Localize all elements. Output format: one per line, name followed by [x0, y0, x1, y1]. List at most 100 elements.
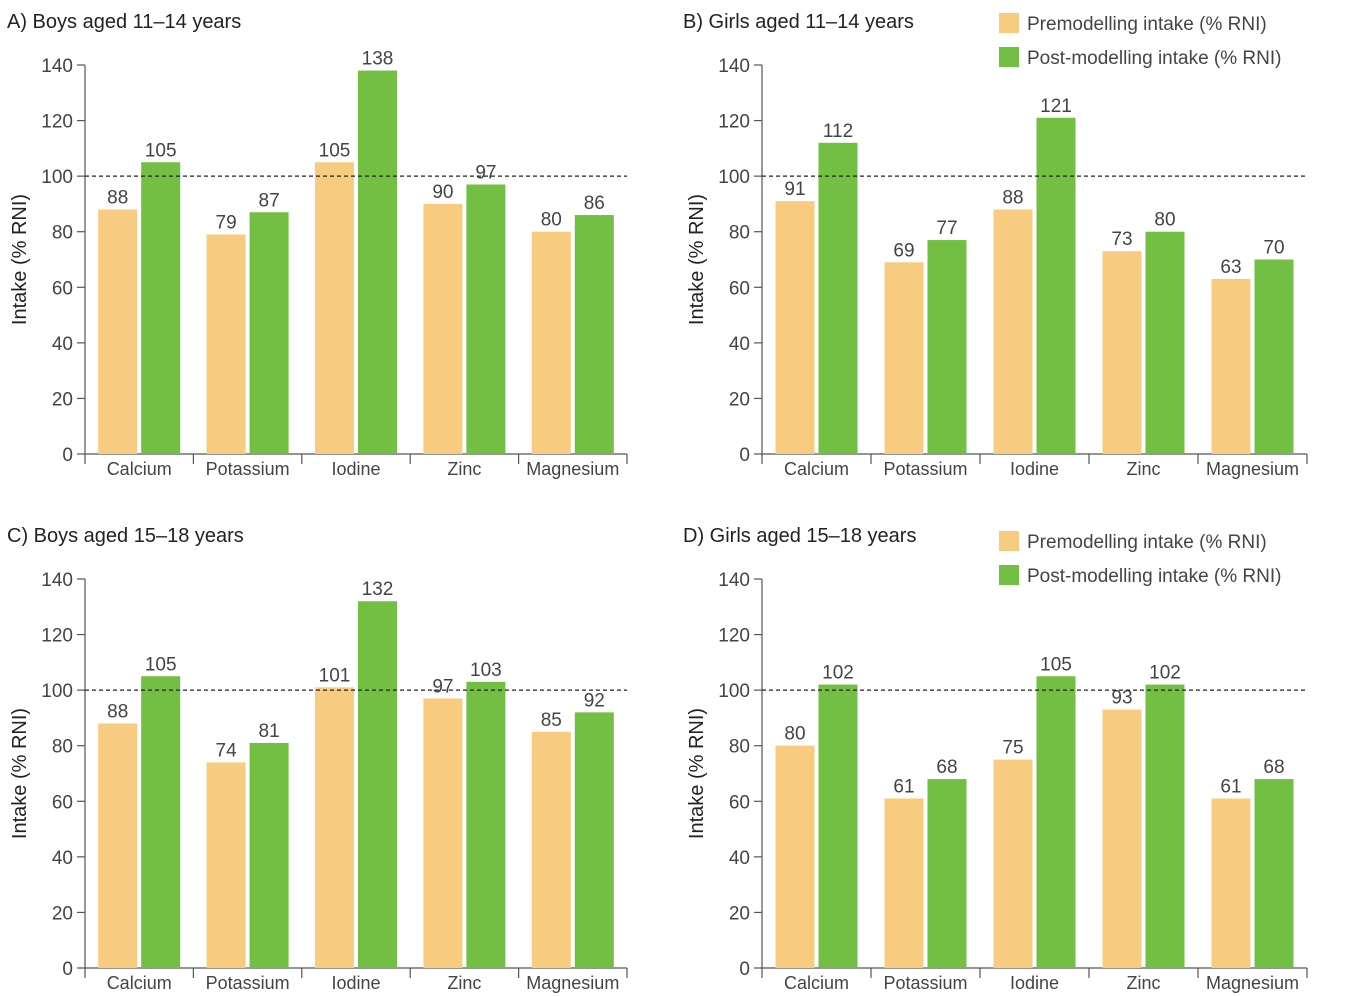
y-tick-label: 20 — [52, 903, 73, 924]
data-label: 88 — [1002, 187, 1023, 208]
chart-c-svg: C) Boys aged 15–18 years Intake (% RNI) 0 2… — [7, 525, 628, 993]
y-tick-label: 100 — [41, 681, 73, 702]
data-label: 81 — [259, 721, 280, 742]
bar-premodelling — [993, 759, 1033, 968]
bar-premodelling — [206, 762, 246, 968]
x-category-label: Magnesium — [526, 973, 619, 993]
y-tick-label: 0 — [62, 445, 73, 466]
y-tick-label: 120 — [41, 626, 73, 647]
y-tick-label: 40 — [729, 334, 750, 355]
bar-post-modelling — [141, 676, 181, 968]
y-tick-label: 20 — [52, 389, 73, 410]
chart-panel-c: C) Boys aged 15–18 years Intake (% RNI) 0 2… — [0, 514, 677, 996]
bar-post-modelling — [574, 215, 614, 454]
bar-premodelling — [315, 162, 354, 454]
x-category-label: Potassium — [206, 973, 290, 993]
bar-post-modelling — [1036, 117, 1076, 455]
y-tick-label: 0 — [62, 959, 73, 980]
data-label: 97 — [475, 162, 496, 183]
legend-item-post-modelling-swatch — [999, 47, 1019, 67]
x-category-label: Calcium — [784, 459, 849, 479]
bar-post-modelling — [927, 240, 967, 454]
bar-post-modelling — [1036, 676, 1076, 968]
data-label: 102 — [822, 663, 854, 684]
y-tick-label: 100 — [41, 167, 73, 188]
x-category-label: Magnesium — [1206, 973, 1299, 993]
chart-title: B) Girls aged 11–14 years — [683, 11, 914, 33]
bar-premodelling — [1102, 709, 1142, 968]
bar-premodelling — [315, 687, 354, 968]
data-label: 85 — [541, 710, 562, 731]
x-category-label: Zinc — [447, 973, 481, 993]
x-category-label: Iodine — [1010, 973, 1059, 993]
x-category-label: Zinc — [447, 459, 481, 479]
y-tick-label: 140 — [718, 570, 750, 591]
data-label: 80 — [1154, 210, 1175, 231]
bar-premodelling — [1211, 798, 1251, 968]
y-axis-label: Intake (% RNI) — [9, 708, 31, 839]
bar-premodelling — [206, 234, 246, 454]
data-label: 61 — [893, 777, 914, 798]
data-label: 63 — [1220, 257, 1241, 278]
data-label: 97 — [432, 676, 453, 697]
data-label: 69 — [893, 240, 914, 261]
x-category-label: Magnesium — [1206, 459, 1299, 479]
data-label: 88 — [107, 701, 128, 722]
y-tick-label: 20 — [729, 903, 750, 924]
x-category-label: Zinc — [1126, 459, 1160, 479]
bar-premodelling — [884, 262, 924, 454]
chart-panel-d: D) Girls aged 15–18 years Intake (% RNI) 0… — [677, 514, 1355, 996]
y-tick-label: 140 — [41, 56, 73, 77]
data-label: 112 — [823, 121, 853, 142]
x-category-label: Calcium — [784, 973, 849, 993]
data-label: 70 — [1263, 238, 1284, 259]
bar-premodelling — [423, 203, 463, 454]
y-tick-label: 120 — [718, 112, 750, 133]
bar-post-modelling — [1145, 684, 1185, 968]
y-tick-label: 60 — [52, 278, 73, 299]
bar-post-modelling — [927, 779, 967, 968]
y-tick-label: 40 — [729, 848, 750, 869]
y-tick-label: 0 — [739, 959, 750, 980]
data-label: 80 — [541, 210, 562, 231]
x-category-label: Iodine — [331, 459, 380, 479]
bar-premodelling — [531, 231, 571, 454]
x-category-label: Magnesium — [526, 459, 619, 479]
bar-premodelling — [775, 745, 815, 968]
legend: Premodelling intake (% RNI) Post-modellin… — [999, 531, 1281, 587]
legend-item-premodelling-swatch — [999, 13, 1019, 33]
data-label: 73 — [1111, 229, 1132, 250]
x-category-label: Potassium — [883, 459, 967, 479]
x-category-label: Calcium — [107, 973, 172, 993]
chart-title: A) Boys aged 11–14 years — [7, 11, 241, 33]
bar-post-modelling — [249, 742, 289, 968]
y-tick-label: 100 — [718, 167, 750, 188]
data-label: 93 — [1111, 688, 1132, 709]
data-label: 105 — [319, 140, 351, 161]
legend: Premodelling intake (% RNI) Post-modellin… — [999, 13, 1281, 69]
y-tick-label: 0 — [739, 445, 750, 466]
x-category-label: Iodine — [331, 973, 380, 993]
chart-panel-a: A) Boys aged 11–14 years Intake (% RNI) 0 2… — [0, 0, 677, 498]
data-label: 102 — [1149, 663, 1181, 684]
data-label: 68 — [936, 757, 957, 778]
y-tick-label: 40 — [52, 848, 73, 869]
bar-post-modelling — [818, 684, 858, 968]
legend-item-premodelling-label: Premodelling intake (% RNI) — [1027, 532, 1267, 553]
chart-title: D) Girls aged 15–18 years — [683, 525, 916, 547]
data-label: 138 — [362, 49, 394, 70]
data-label: 80 — [784, 724, 805, 745]
x-category-label: Potassium — [883, 973, 967, 993]
chart-d-svg: D) Girls aged 15–18 years Intake (% RNI) 0… — [683, 525, 1308, 993]
data-label: 90 — [432, 182, 453, 203]
data-label: 74 — [216, 740, 238, 761]
data-label: 79 — [216, 212, 237, 233]
bar-premodelling — [98, 723, 138, 968]
bar-premodelling — [884, 798, 924, 968]
data-label: 87 — [259, 190, 280, 211]
data-label: 75 — [1002, 738, 1023, 759]
bar-premodelling — [423, 698, 463, 968]
legend-item-post-modelling-label: Post-modelling intake (% RNI) — [1027, 566, 1281, 587]
bar-premodelling — [1211, 278, 1251, 454]
y-axis-label: Intake (% RNI) — [9, 194, 31, 325]
